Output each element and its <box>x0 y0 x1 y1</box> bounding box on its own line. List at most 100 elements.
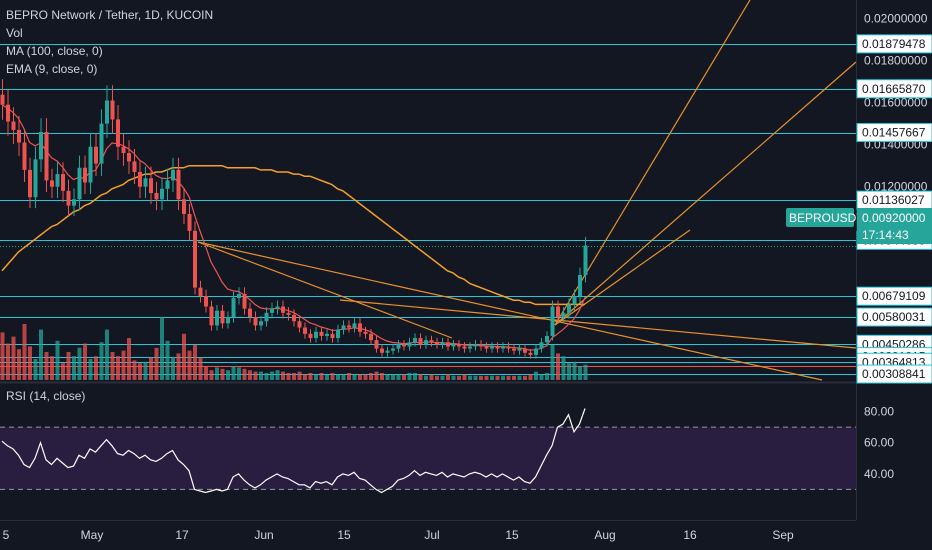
candle-body <box>506 346 511 349</box>
volume-bar <box>352 374 357 380</box>
candle-body <box>374 340 379 349</box>
volume-bar <box>336 374 340 380</box>
volume-bar <box>567 363 571 380</box>
volume-bar <box>226 370 230 380</box>
trend-line <box>554 61 857 326</box>
candle-body <box>523 348 527 353</box>
time-tick-label: Jul <box>424 528 439 542</box>
candle-body <box>237 293 241 299</box>
candle-body <box>28 169 32 198</box>
volume-bar <box>99 342 104 380</box>
candle-body <box>6 104 10 122</box>
level-price-label: 0.01136027 <box>862 193 925 207</box>
volume-bar <box>402 374 406 380</box>
price-tick-label: 0.01800000 <box>864 54 928 68</box>
volume-bar <box>275 370 280 380</box>
volume-bar <box>517 375 522 380</box>
volume-bar <box>264 373 269 380</box>
volume-bar <box>132 360 137 380</box>
volume-bar <box>297 371 302 380</box>
candle-body <box>171 169 175 181</box>
candle-body <box>308 333 313 339</box>
volume-bar <box>215 367 219 380</box>
candle-body <box>220 310 225 324</box>
candle-body <box>11 121 16 130</box>
volume-bar <box>506 375 511 380</box>
volume-bar <box>556 353 560 380</box>
candle-body <box>44 132 49 181</box>
candle-body <box>429 340 434 343</box>
candle-body <box>143 178 148 187</box>
volume-bar <box>237 367 241 380</box>
level-price-tag <box>857 79 932 98</box>
volume-bar <box>66 352 71 380</box>
volume-legend[interactable]: Vol <box>6 26 23 40</box>
candle-body <box>314 331 318 339</box>
level-price-label: 0.01665870 <box>862 82 926 96</box>
volume-bar <box>528 374 533 380</box>
volume-bar <box>149 357 153 380</box>
volume-bar <box>44 352 49 380</box>
candle-body <box>336 329 340 339</box>
candle-body <box>462 346 467 349</box>
volume-bar <box>303 374 307 380</box>
volume-bar <box>369 373 373 380</box>
candle-body <box>539 342 544 349</box>
volume-bar <box>446 374 450 380</box>
price-tick-label: 0.02000000 <box>864 12 928 26</box>
volume-bar <box>380 373 384 380</box>
time-tick-label: May <box>81 528 104 542</box>
volume-bar <box>561 356 566 380</box>
ma-legend[interactable]: MA (100, close, 0) <box>6 44 103 58</box>
ema-legend[interactable]: EMA (9, close, 0) <box>6 62 98 76</box>
candle-body <box>182 199 186 215</box>
candle-body <box>77 167 82 200</box>
rsi-legend[interactable]: RSI (14, close) <box>6 389 86 403</box>
volume-bar <box>116 356 120 380</box>
volume-bar <box>209 370 214 380</box>
volume-bar <box>220 368 225 380</box>
level-price-label: 0.00679109 <box>862 289 926 303</box>
candle-body <box>369 333 373 341</box>
trend-line <box>554 229 691 326</box>
candle-body <box>468 346 472 349</box>
candle-body <box>330 333 335 339</box>
time-axis[interactable]: 5 May 17 Jun 15 Jul 15 Aug 16 Sep <box>3 528 794 542</box>
candle-body <box>66 190 71 206</box>
volume-bar <box>187 350 192 380</box>
candle-body <box>138 171 142 187</box>
candle-body <box>440 342 445 345</box>
candle-body <box>528 352 533 355</box>
volume-bar <box>154 347 159 380</box>
volume-bar <box>451 375 456 380</box>
symbol-tag-label: BEPROUSDT <box>789 211 864 225</box>
candle-body <box>132 161 137 172</box>
level-price-tag <box>857 365 932 384</box>
time-tick-label: Sep <box>772 528 794 542</box>
volume-bar <box>39 329 43 380</box>
volume-bar <box>22 324 27 380</box>
volume-bar <box>479 375 483 380</box>
candle-body <box>556 306 560 318</box>
candle-body <box>424 340 428 345</box>
level-price-label: 0.00580031 <box>862 310 926 324</box>
volume-bar <box>396 374 401 380</box>
level-price-tag <box>857 308 932 327</box>
rsi-tick-label: 60.00 <box>864 436 894 450</box>
volume-bar <box>325 374 329 380</box>
candle-body <box>517 348 522 351</box>
candle-body <box>407 342 412 347</box>
candle-body <box>286 312 291 315</box>
candle-body <box>121 146 126 154</box>
candle-body <box>385 350 390 353</box>
price-axis[interactable]: 0.020000000.018000000.016000000.01400000… <box>856 12 932 384</box>
volume-bar <box>33 359 38 380</box>
candle-body <box>396 344 401 349</box>
volume-bar <box>28 346 32 380</box>
candle-body <box>99 123 104 164</box>
candle-body <box>17 129 21 143</box>
volume-bars <box>0 317 588 380</box>
candle-body <box>413 338 417 343</box>
candle-body <box>479 344 483 347</box>
volume-bar <box>286 373 291 380</box>
